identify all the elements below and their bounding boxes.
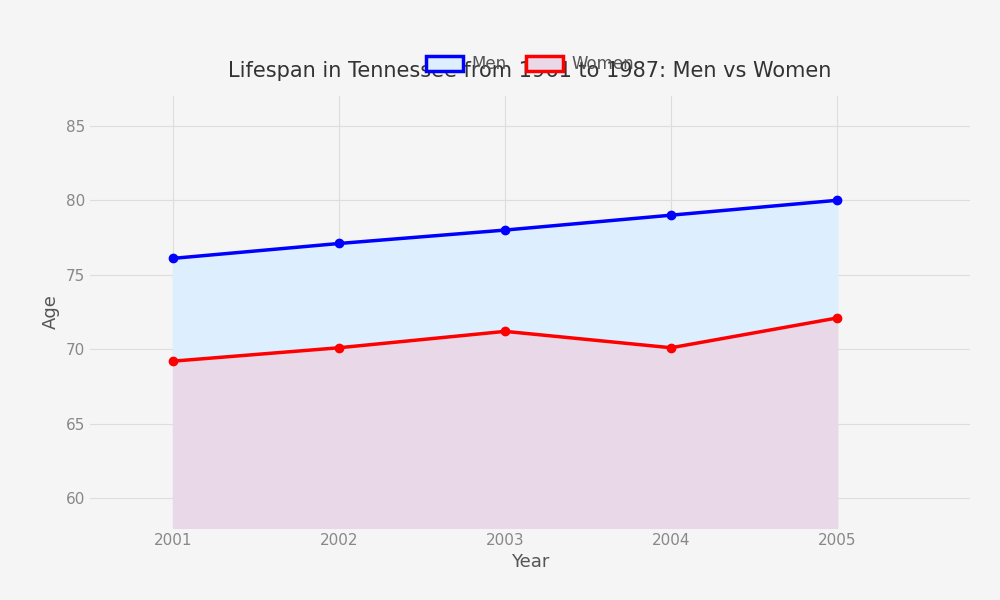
Y-axis label: Age: Age	[42, 295, 60, 329]
Legend: Men, Women: Men, Women	[419, 48, 641, 80]
X-axis label: Year: Year	[511, 553, 549, 571]
Title: Lifespan in Tennessee from 1961 to 1987: Men vs Women: Lifespan in Tennessee from 1961 to 1987:…	[228, 61, 832, 80]
